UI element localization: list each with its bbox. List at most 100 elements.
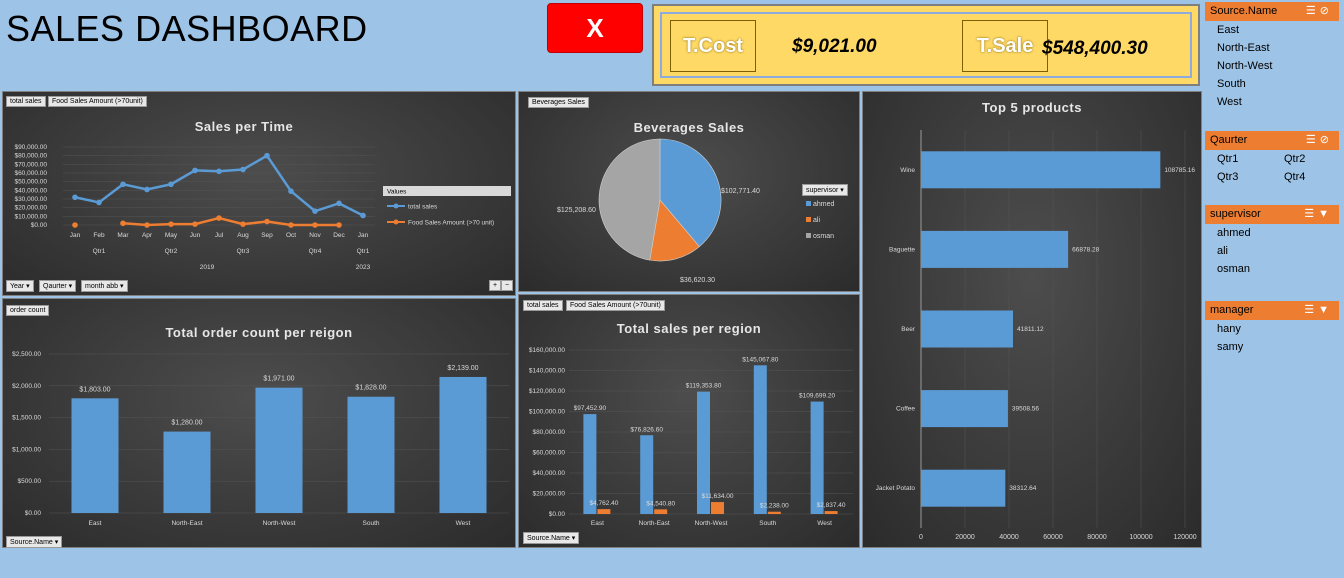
field-chip-order-count[interactable]: order count bbox=[6, 305, 50, 316]
field-chip-beverages[interactable]: Beverages Sales bbox=[528, 97, 589, 108]
y-tick-label: $0.00 bbox=[25, 510, 42, 517]
slicer-supervisor-header: supervisor ☰▼ bbox=[1205, 205, 1339, 224]
field-chip-food-sales-region[interactable]: Food Sales Amount (>70unit) bbox=[566, 300, 665, 311]
bar-data-label: 108785.16 bbox=[1164, 167, 1195, 174]
x-tick-label: Feb bbox=[93, 232, 105, 239]
expand-field-button[interactable]: + bbox=[489, 280, 502, 291]
legend-label: ali bbox=[813, 217, 820, 224]
multi-select-and-clear-filter-icons[interactable]: ☰⊘ bbox=[1305, 5, 1333, 17]
field-chip-total-sales-region[interactable]: total sales bbox=[523, 300, 563, 311]
multi-select-and-filter-icons[interactable]: ☰▼ bbox=[1304, 304, 1333, 316]
x-tick-label: 40000 bbox=[999, 534, 1019, 541]
category-label: South bbox=[363, 520, 380, 527]
sales-per-time-title: Sales per Time bbox=[194, 119, 294, 134]
y-tick-label: $80,000.00 bbox=[14, 153, 47, 160]
sales-region-panel: total sales Food Sales Amount (>70unit) … bbox=[518, 294, 860, 548]
slicer-item-source[interactable]: South bbox=[1217, 78, 1246, 90]
bar-data-label: $119,353.80 bbox=[686, 383, 722, 390]
y-tick-label: $0.00 bbox=[31, 222, 48, 229]
x-tick-label: 120000 bbox=[1173, 534, 1196, 541]
slicer-source-items: East North-East North-West South West bbox=[1205, 21, 1339, 111]
data-point bbox=[336, 222, 342, 228]
data-point bbox=[288, 188, 294, 194]
bar-data-label: $4,540.80 bbox=[646, 500, 675, 507]
y-tick-label: $0.00 bbox=[549, 511, 566, 518]
clear-filters-button[interactable]: X bbox=[547, 3, 643, 53]
category-label: Jacket Potato bbox=[876, 485, 916, 492]
slicer-source-title: Source.Name bbox=[1210, 5, 1278, 17]
y-tick-label: $80,000.00 bbox=[532, 429, 565, 436]
data-point bbox=[192, 221, 198, 227]
data-point bbox=[240, 221, 246, 227]
y-tick-label: $40,000.00 bbox=[14, 187, 47, 194]
category-label: North-West bbox=[695, 520, 728, 527]
category-label: West bbox=[817, 520, 832, 527]
slicer-item-manager[interactable]: hany bbox=[1217, 323, 1241, 335]
slicer-item-quarter[interactable]: Qtr4 bbox=[1284, 171, 1306, 183]
slicer-item-quarter[interactable]: Qtr2 bbox=[1284, 153, 1306, 165]
sales-region-chart: $160,000.00 $140,000.00 $120,000.00 $100,00… bbox=[529, 347, 853, 527]
category-label: North-West bbox=[263, 520, 296, 527]
filter-quarter-button[interactable]: Qaurter ▾ bbox=[39, 280, 77, 292]
quarter-label: Qtr1 bbox=[357, 248, 370, 255]
slicer-item-quarter[interactable]: Qtr3 bbox=[1217, 171, 1239, 183]
slicer-item-supervisor[interactable]: ali bbox=[1217, 245, 1229, 257]
filter-source-region-button[interactable]: Source.Name ▾ bbox=[523, 532, 580, 544]
y-tick-label: $500.00 bbox=[18, 478, 42, 485]
bar bbox=[824, 511, 838, 514]
collapse-field-button[interactable]: − bbox=[501, 280, 514, 291]
sales-region-title: Total sales per region bbox=[616, 321, 762, 336]
beverages-pie-chart: $102,771.40 $36,620.30 $125,208.60 ahmed ali… bbox=[557, 138, 835, 284]
bar-data-label: $1,803.00 bbox=[79, 386, 110, 393]
slicer-quarter-header: Qaurter ☰⊘ bbox=[1205, 131, 1339, 150]
data-point bbox=[144, 222, 150, 228]
slicer-item-supervisor[interactable]: ahmed bbox=[1217, 227, 1251, 239]
field-chip-food-sales[interactable]: Food Sales Amount (>70unit) bbox=[48, 96, 147, 107]
legend-swatch bbox=[806, 201, 811, 206]
bar bbox=[255, 387, 303, 513]
filter-year-button[interactable]: Year ▾ bbox=[6, 280, 34, 292]
slicer-item-source[interactable]: East bbox=[1217, 24, 1240, 36]
legend-supervisor-button[interactable]: supervisor ▾ bbox=[802, 184, 848, 196]
slicer-supervisor-title: supervisor bbox=[1210, 208, 1261, 220]
slicer-item-quarter[interactable]: Qtr1 bbox=[1217, 153, 1239, 165]
slicer-item-source[interactable]: North-East bbox=[1217, 42, 1270, 54]
slicer-supervisor-items: ahmed ali osman bbox=[1205, 224, 1339, 278]
bar bbox=[921, 310, 1013, 348]
y-tick-label: $2,000.00 bbox=[12, 383, 41, 390]
bar-data-label: $145,067.80 bbox=[742, 356, 779, 363]
bar bbox=[697, 391, 710, 514]
slicer-item-source[interactable]: West bbox=[1217, 96, 1242, 108]
legend-label: total sales bbox=[408, 204, 438, 211]
x-tick-label: Jun bbox=[190, 232, 201, 239]
y-tick-label: $60,000.00 bbox=[14, 170, 47, 177]
filter-month-button[interactable]: month abb ▾ bbox=[81, 280, 128, 292]
multi-select-and-filter-icons[interactable]: ☰▼ bbox=[1304, 208, 1333, 220]
x-tick-label: Oct bbox=[286, 232, 296, 239]
bar bbox=[711, 502, 724, 514]
data-point bbox=[168, 221, 174, 227]
order-count-panel: order count Total order count per reigon… bbox=[2, 298, 516, 548]
quarter-label: Qtr4 bbox=[309, 248, 322, 255]
slicer-manager-items: hany samy bbox=[1205, 320, 1339, 356]
multi-select-and-clear-filter-icons[interactable]: ☰⊘ bbox=[1305, 134, 1333, 146]
slicer-item-supervisor[interactable]: osman bbox=[1217, 263, 1251, 275]
x-tick-label: 20000 bbox=[955, 534, 975, 541]
pie-data-label: $125,208.60 bbox=[557, 207, 596, 214]
slicer-quarter: Qaurter ☰⊘ Qtr1 Qtr2 Qtr3 Qtr4 bbox=[1205, 131, 1339, 186]
filter-source-button[interactable]: Source.Name ▾ bbox=[6, 536, 63, 548]
slicer-manager-header: manager ☰▼ bbox=[1205, 301, 1339, 320]
bar-data-label: $2,837.40 bbox=[817, 502, 846, 509]
data-point bbox=[312, 222, 318, 228]
slicer-item-source[interactable]: North-West bbox=[1217, 60, 1273, 72]
x-tick-label: Jul bbox=[215, 232, 224, 239]
y-tick-label: $1,000.00 bbox=[12, 446, 41, 453]
total-sale-value: $548,400.30 bbox=[1042, 38, 1148, 59]
x-tick-label: Dec bbox=[333, 232, 345, 239]
slicer-quarter-title: Qaurter bbox=[1210, 134, 1248, 146]
data-point bbox=[312, 208, 318, 214]
legend-marker bbox=[393, 219, 399, 225]
slicer-item-manager[interactable]: samy bbox=[1217, 341, 1244, 353]
y-tick-label: $140,000.00 bbox=[529, 368, 566, 375]
field-chip-total-sales[interactable]: total sales bbox=[6, 96, 46, 107]
